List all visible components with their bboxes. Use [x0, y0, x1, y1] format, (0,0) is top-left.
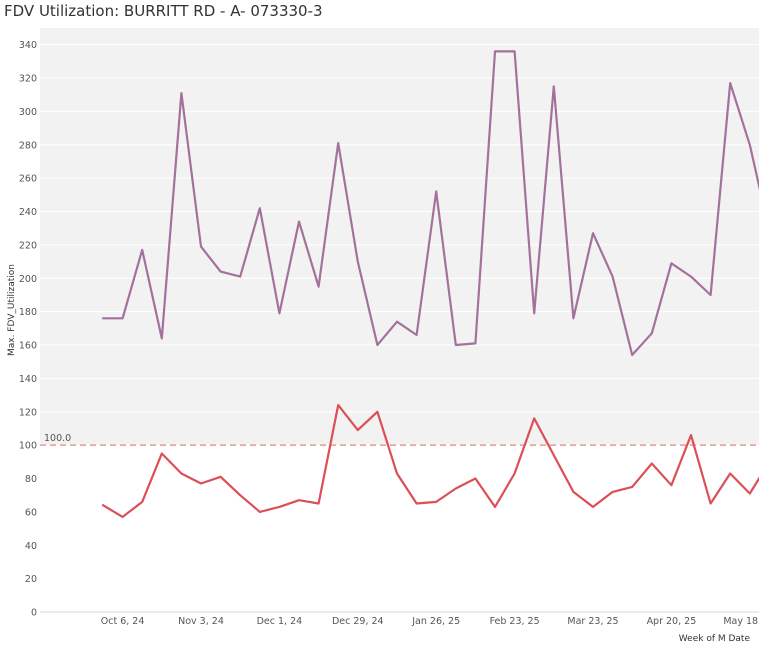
- threshold-label: 100.0: [44, 433, 71, 444]
- y-tick-label: 340: [19, 40, 37, 51]
- y-tick-label: 220: [19, 240, 37, 251]
- x-tick-label: Apr 20, 25: [647, 616, 697, 627]
- y-tick-label: 180: [19, 307, 37, 318]
- series-lines: [101, 50, 759, 519]
- y-tick-label: 140: [19, 374, 37, 385]
- y-tick-label: 0: [31, 608, 37, 619]
- series-line-1: [101, 50, 759, 357]
- x-tick-label: Dec 29, 24: [332, 616, 384, 627]
- y-tick-label: 60: [25, 507, 37, 518]
- x-tick-label: Oct 6, 24: [101, 616, 145, 627]
- background-bands: [40, 28, 759, 612]
- x-axis-ticks: Oct 6, 24 Nov 3, 24 Dec 1, 24 Dec 29, 24 Jan…: [101, 616, 759, 627]
- y-tick-label: 280: [19, 140, 37, 151]
- y-tick-label: 320: [19, 74, 37, 85]
- y-axis-label: Max. FDV_Utilization: [7, 264, 17, 356]
- y-tick-label: 40: [25, 541, 37, 552]
- y-tick-label: 120: [19, 407, 37, 418]
- x-tick-label: Nov 3, 24: [178, 616, 224, 627]
- y-tick-label: 200: [19, 274, 37, 285]
- band-above-threshold: [40, 28, 759, 446]
- band-below-threshold: [40, 445, 759, 612]
- x-tick-label: Feb 23, 25: [490, 616, 540, 627]
- x-tick-label: Jan 26, 25: [411, 616, 460, 627]
- x-tick-label: Dec 1, 24: [257, 616, 303, 627]
- series-line-2: [101, 404, 759, 519]
- y-axis-ticks: 0 20 40 60 80 100 120 140 160 180 200 220 240 260 280 3…: [19, 40, 37, 618]
- y-tick-label: 20: [25, 574, 37, 585]
- y-tick-label: 80: [25, 474, 37, 485]
- chart-title: FDV Utilization: BURRITT RD - A- 073330-…: [4, 2, 323, 20]
- y-tick-label: 100: [19, 441, 37, 452]
- y-tick-label: 300: [19, 107, 37, 118]
- threshold-reference: 100.0: [40, 433, 759, 446]
- x-axis-label: Week of M Date: [679, 634, 751, 644]
- y-tick-label: 160: [19, 341, 37, 352]
- x-tick-label: May 18, 25: [723, 616, 759, 627]
- y-tick-label: 240: [19, 207, 37, 218]
- x-tick-label: Mar 23, 25: [567, 616, 618, 627]
- y-tick-label: 260: [19, 174, 37, 185]
